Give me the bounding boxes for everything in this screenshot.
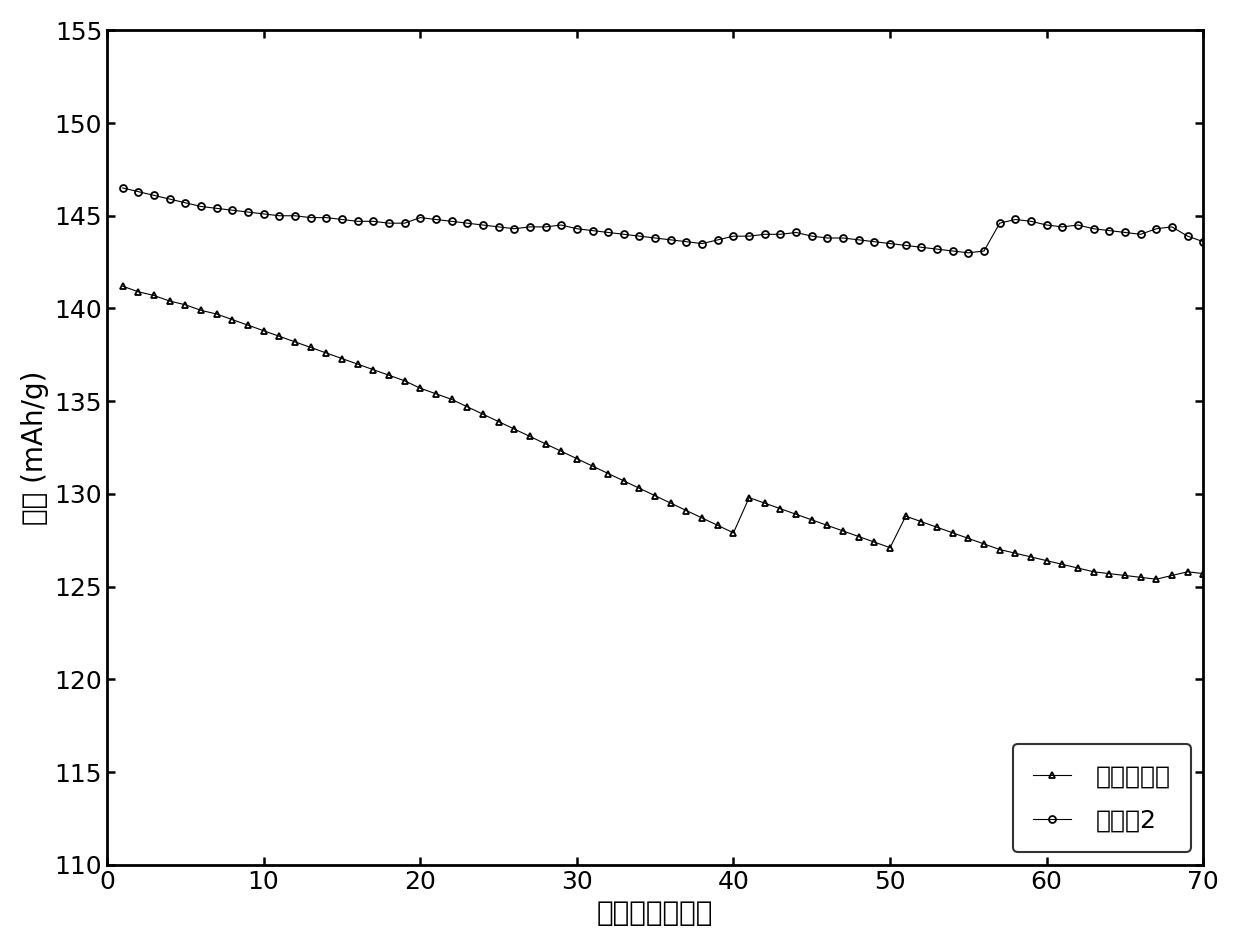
对比实施例 [444,393,459,405]
实施例2 [257,209,272,220]
对比实施例 [711,520,725,531]
对比实施例 [1149,574,1164,585]
对比实施例 [1023,551,1038,562]
对比实施例 [115,281,130,292]
实施例2 [444,215,459,227]
Legend: 对比实施例, 实施例2: 对比实施例, 实施例2 [1013,744,1190,852]
对比实施例 [1039,555,1054,566]
对比实施例 [366,364,381,375]
对比实施例 [1195,568,1210,579]
实施例2 [115,182,130,193]
实施例2 [961,247,976,259]
Line: 实施例2: 实施例2 [119,185,1207,256]
X-axis label: 循环次数（次）: 循环次数（次） [596,899,713,927]
Y-axis label: 容量 (mAh/g): 容量 (mAh/g) [21,371,48,525]
实施例2 [711,234,725,246]
实施例2 [1039,219,1054,230]
实施例2 [366,215,381,227]
Line: 对比实施例: 对比实施例 [119,283,1207,583]
对比实施例 [257,325,272,337]
实施例2 [1195,236,1210,247]
实施例2 [1055,221,1070,232]
